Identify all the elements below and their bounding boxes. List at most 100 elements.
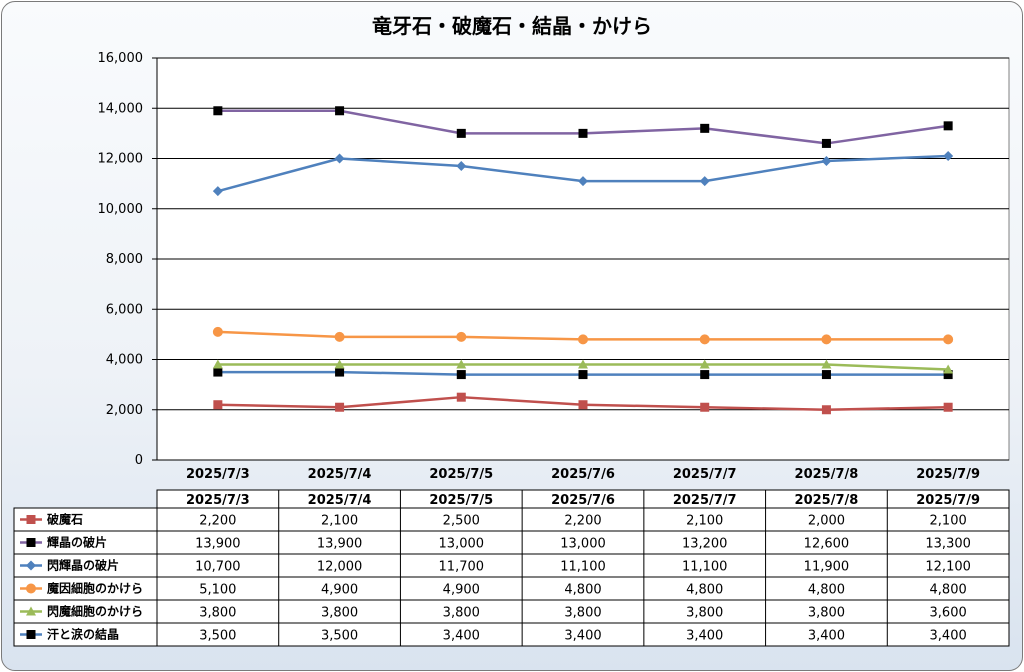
legend-label: 魔因細胞のかけら	[47, 581, 143, 596]
legend-key-marker	[26, 560, 36, 571]
data-point	[821, 370, 831, 380]
table-cell: 11,700	[439, 560, 485, 575]
table-cell: 4,800	[686, 583, 723, 598]
data-point	[456, 359, 467, 369]
table-cell: 3,400	[930, 629, 967, 644]
table-cell: 13,300	[925, 537, 971, 552]
x-tick-label: 2025/7/8	[795, 467, 859, 482]
data-point	[456, 392, 466, 402]
table-cell: 4,800	[564, 583, 601, 598]
x-tick-label: 2025/7/6	[551, 467, 615, 482]
table-cell: 11,100	[560, 560, 606, 575]
table-cell: 3,500	[199, 629, 236, 644]
data-point	[699, 176, 710, 187]
data-point	[700, 402, 710, 412]
table-cell: 3,400	[443, 629, 480, 644]
table-cell: 3,800	[686, 606, 723, 621]
table-cell: 2,000	[808, 514, 845, 529]
y-tick-label: 8,000	[106, 252, 143, 267]
x-tick-label: 2025/7/5	[429, 467, 493, 482]
x-tick-label: 2025/7/9	[916, 467, 980, 482]
legend-label: 破魔石	[47, 512, 83, 527]
data-point	[334, 331, 345, 342]
table-header-cell: 2025/7/8	[795, 493, 859, 508]
table-cell: 4,900	[321, 583, 358, 598]
table-cell: 13,000	[560, 537, 606, 552]
table-cell: 3,400	[686, 629, 723, 644]
data-point	[578, 370, 588, 380]
data-point	[821, 334, 832, 345]
legend-key-marker	[26, 606, 36, 616]
data-point	[212, 326, 223, 337]
table-cell: 11,100	[682, 560, 728, 575]
table-cell: 2,100	[930, 514, 967, 529]
data-point	[943, 121, 953, 131]
table-cell: 3,800	[199, 606, 236, 621]
y-tick-label: 10,000	[98, 202, 144, 217]
table-header-cell: 2025/7/6	[551, 493, 615, 508]
legend-label: 汗と涙の結晶	[47, 627, 119, 642]
data-point	[456, 161, 467, 172]
y-tick-label: 4,000	[106, 353, 143, 368]
legend-label: 閃魔細胞のかけら	[47, 604, 143, 619]
data-point	[456, 331, 467, 342]
table-header-cell: 2025/7/9	[916, 493, 980, 508]
data-point	[334, 153, 345, 164]
table-cell: 13,900	[317, 537, 363, 552]
legend-label: 輝晶の破片	[47, 535, 107, 550]
table-cell: 13,900	[195, 537, 241, 552]
x-tick-label: 2025/7/7	[673, 467, 737, 482]
x-tick-label: 2025/7/4	[308, 467, 372, 482]
legend-key-marker	[26, 630, 36, 639]
data-point	[578, 176, 588, 187]
table-cell: 12,100	[925, 560, 971, 575]
data-point	[212, 186, 223, 197]
chart-title: 竜牙石・破魔石・結晶・かけら	[372, 14, 652, 38]
legend-label: 閃輝晶の破片	[47, 558, 119, 573]
y-tick-label: 16,000	[98, 51, 144, 66]
data-point	[821, 405, 831, 415]
table-cell: 4,800	[808, 583, 845, 598]
data-point	[700, 370, 710, 380]
table-cell: 3,800	[564, 606, 601, 621]
data-point	[699, 334, 710, 345]
data-point	[335, 106, 345, 116]
y-tick-label: 6,000	[106, 302, 143, 317]
data-point	[578, 400, 588, 410]
table-cell: 3,400	[808, 629, 845, 644]
data-point	[943, 364, 954, 374]
table-cell: 3,600	[930, 606, 967, 621]
table-cell: 13,200	[682, 537, 728, 552]
y-tick-label: 12,000	[98, 152, 144, 167]
data-point	[699, 359, 710, 369]
table-header-cell: 2025/7/7	[673, 493, 737, 508]
table-cell: 3,800	[443, 606, 480, 621]
table-cell: 2,100	[321, 514, 358, 529]
table-cell: 3,400	[564, 629, 601, 644]
x-tick-label: 2025/7/3	[186, 467, 250, 482]
table-cell: 2,100	[686, 514, 723, 529]
data-point	[821, 138, 831, 148]
data-point	[335, 367, 345, 377]
data-point	[334, 359, 345, 369]
data-point	[943, 334, 954, 345]
data-point	[943, 370, 953, 380]
data-point	[213, 106, 223, 116]
table-cell: 2,500	[443, 514, 480, 529]
data-point	[578, 334, 588, 345]
table-cell: 12,000	[317, 560, 363, 575]
table-header-cell: 2025/7/3	[186, 493, 250, 508]
table-cell: 11,900	[804, 560, 850, 575]
data-point	[212, 359, 223, 369]
legend-key-marker	[26, 583, 36, 594]
data-point	[335, 402, 345, 412]
y-tick-label: 2,000	[106, 403, 143, 418]
legend-key-marker	[26, 515, 36, 524]
data-point	[821, 156, 832, 167]
data-point	[578, 359, 588, 369]
table-cell: 4,800	[930, 583, 967, 598]
table-cell: 12,600	[804, 537, 850, 552]
table-cell: 5,100	[199, 583, 236, 598]
data-point	[943, 150, 954, 161]
